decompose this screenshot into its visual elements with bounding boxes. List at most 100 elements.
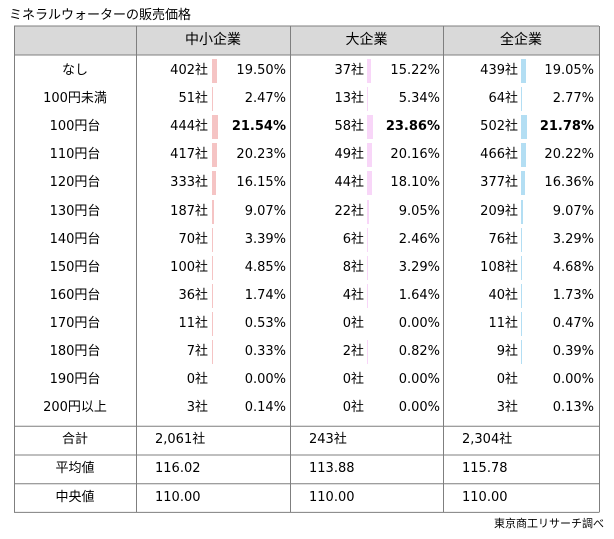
percent-bar bbox=[367, 199, 370, 224]
count-value: 36社 bbox=[178, 287, 208, 303]
percent-bar bbox=[521, 87, 522, 112]
column-header: 中小企業 bbox=[185, 32, 241, 48]
count-value: 40社 bbox=[488, 287, 518, 303]
count-value: 3社 bbox=[186, 400, 208, 416]
count-value: 0社 bbox=[496, 372, 518, 388]
percent-value: 21.54% bbox=[231, 119, 286, 135]
row-label: 150円台 bbox=[49, 259, 101, 275]
percent-bar bbox=[212, 255, 214, 280]
summary-value: 243社 bbox=[309, 432, 347, 448]
summary-value: 110.00 bbox=[462, 489, 508, 505]
percent-value: 2.46% bbox=[398, 231, 440, 247]
count-value: 58社 bbox=[334, 119, 364, 135]
percent-value: 0.00% bbox=[552, 372, 594, 388]
percent-value: 3.39% bbox=[244, 231, 286, 247]
percent-value: 0.00% bbox=[244, 372, 286, 388]
row-label: 100円台 bbox=[49, 119, 101, 135]
percent-bar bbox=[212, 59, 218, 84]
percent-value: 0.33% bbox=[244, 344, 286, 359]
row-label: 140円台 bbox=[49, 231, 101, 247]
percent-bar bbox=[212, 115, 218, 140]
percent-value: 3.29% bbox=[552, 231, 594, 247]
percent-value: 0.00% bbox=[398, 400, 440, 416]
percent-bar bbox=[367, 227, 368, 252]
percent-value: 19.05% bbox=[544, 63, 594, 78]
percent-bar bbox=[521, 199, 524, 224]
percent-bar bbox=[521, 143, 527, 168]
count-value: 402社 bbox=[170, 63, 208, 78]
row-label: 110円台 bbox=[49, 147, 101, 163]
percent-bar bbox=[212, 87, 213, 112]
count-value: 417社 bbox=[170, 147, 208, 163]
count-value: 502社 bbox=[480, 119, 518, 135]
row-label: 160円台 bbox=[49, 287, 101, 303]
source-note: 東京商工リサーチ調べ bbox=[494, 517, 604, 530]
count-value: 333社 bbox=[170, 175, 208, 191]
percent-value: 9.07% bbox=[244, 203, 286, 219]
count-value: 22社 bbox=[334, 203, 364, 219]
percent-value: 0.47% bbox=[552, 315, 594, 331]
count-value: 8社 bbox=[342, 259, 364, 275]
summary-value: 116.02 bbox=[155, 461, 201, 476]
percent-bar bbox=[212, 171, 217, 196]
percent-value: 16.15% bbox=[236, 175, 286, 191]
percent-value: 0.13% bbox=[552, 400, 594, 416]
percent-value: 0.00% bbox=[398, 315, 440, 331]
percent-value: 18.10% bbox=[390, 175, 440, 191]
column-header: 大企業 bbox=[345, 32, 388, 48]
summary-value: 2,304社 bbox=[462, 432, 513, 448]
percent-value: 9.05% bbox=[398, 203, 440, 219]
percent-value: 9.07% bbox=[552, 203, 594, 219]
percent-value: 20.22% bbox=[544, 147, 594, 163]
count-value: 3社 bbox=[496, 400, 518, 416]
percent-bar bbox=[212, 143, 218, 168]
count-value: 9社 bbox=[496, 344, 518, 359]
row-label: 100円未満 bbox=[43, 91, 107, 107]
summary-value: 2,061社 bbox=[155, 432, 206, 448]
percent-bar bbox=[521, 255, 523, 280]
summary-value: 113.88 bbox=[309, 461, 355, 476]
percent-value: 1.73% bbox=[552, 287, 594, 303]
count-value: 2社 bbox=[342, 344, 364, 359]
percent-bar bbox=[367, 255, 368, 280]
percent-value: 1.74% bbox=[244, 287, 286, 303]
count-value: 70社 bbox=[178, 231, 208, 247]
column-header: 全企業 bbox=[500, 32, 542, 48]
count-value: 64社 bbox=[488, 91, 518, 107]
summary-value: 115.78 bbox=[462, 461, 508, 476]
summary-label: 合計 bbox=[61, 432, 88, 448]
summary-label: 平均値 bbox=[55, 461, 95, 476]
percent-bar bbox=[367, 59, 372, 84]
percent-value: 16.36% bbox=[544, 175, 594, 191]
percent-value: 2.77% bbox=[552, 91, 594, 107]
row-label: 180円台 bbox=[49, 344, 101, 359]
percent-value: 0.53% bbox=[244, 315, 286, 331]
percent-value: 3.29% bbox=[398, 259, 440, 275]
percent-value: 20.23% bbox=[236, 147, 286, 163]
row-label: 130円台 bbox=[49, 203, 101, 219]
percent-value: 0.00% bbox=[398, 372, 440, 388]
count-value: 76社 bbox=[488, 231, 518, 247]
chart-title: ミネラルウォーターの販売価格 bbox=[9, 8, 192, 23]
percent-bar bbox=[367, 115, 374, 140]
percent-value: 5.34% bbox=[398, 91, 440, 107]
count-value: 6社 bbox=[342, 231, 364, 247]
percent-value: 0.39% bbox=[552, 344, 594, 359]
percent-bar bbox=[367, 87, 369, 112]
percent-bar bbox=[521, 115, 527, 140]
percent-value: 15.22% bbox=[390, 63, 440, 78]
percent-value: 19.50% bbox=[236, 63, 286, 78]
row-label: 200円以上 bbox=[43, 400, 107, 416]
percent-value: 2.47% bbox=[244, 91, 286, 107]
row-label: 190円台 bbox=[49, 372, 101, 388]
percent-value: 0.14% bbox=[244, 400, 286, 416]
count-value: 209社 bbox=[480, 203, 518, 219]
summary-value: 110.00 bbox=[155, 489, 201, 505]
count-value: 444社 bbox=[170, 119, 208, 135]
count-value: 439社 bbox=[480, 63, 518, 78]
count-value: 100社 bbox=[170, 259, 208, 275]
percent-value: 21.78% bbox=[539, 119, 594, 135]
summary-value: 110.00 bbox=[309, 489, 355, 505]
percent-bar bbox=[367, 143, 373, 168]
